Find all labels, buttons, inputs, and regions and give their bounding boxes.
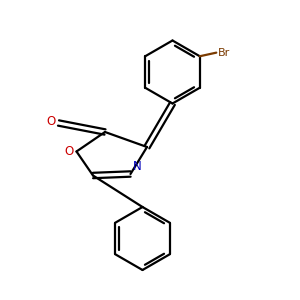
Text: O: O (47, 115, 56, 128)
Text: O: O (64, 145, 74, 158)
Text: N: N (133, 160, 142, 172)
Text: Br: Br (218, 48, 230, 58)
